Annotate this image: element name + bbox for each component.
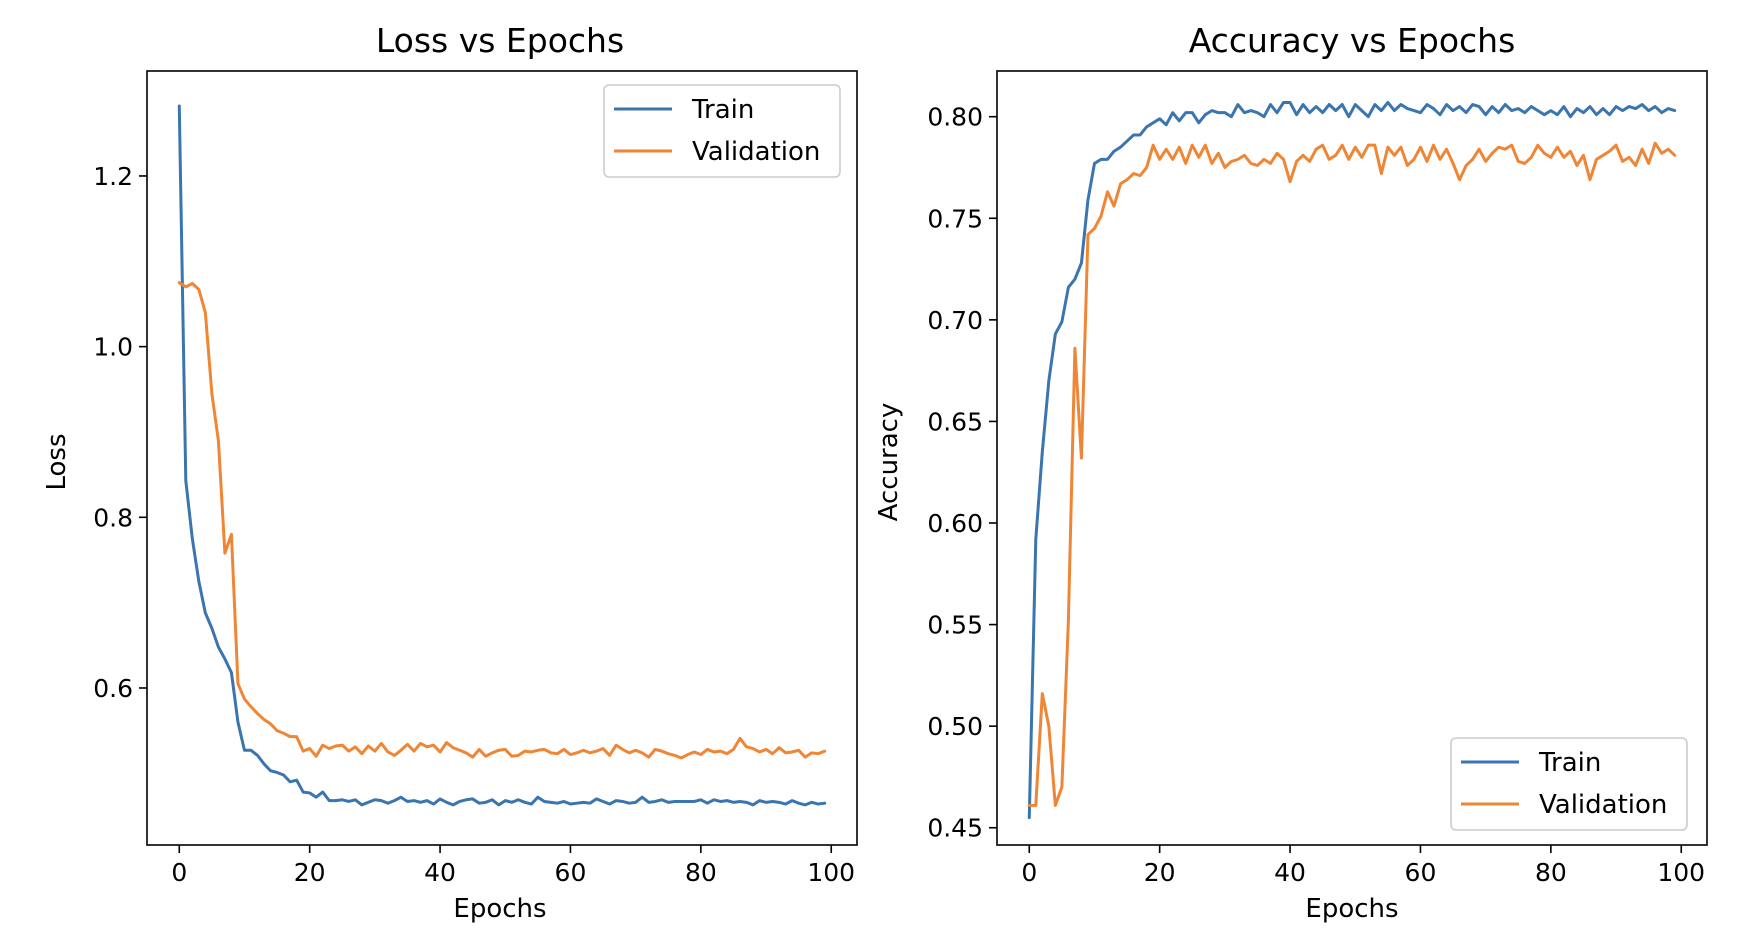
accuracy-xtick-label: 0 <box>1021 858 1037 887</box>
loss-ytick-label: 0.6 <box>93 674 133 703</box>
loss-xtick-label: 80 <box>685 858 717 887</box>
accuracy-chart-ylabel: Accuracy <box>874 403 904 522</box>
loss-chart-title: Loss vs Epochs <box>376 21 624 60</box>
loss-xtick-label: 100 <box>807 858 855 887</box>
accuracy-legend-label-train: Train <box>1538 748 1601 778</box>
loss-chart-ylabel: Loss <box>42 433 72 490</box>
accuracy-xtick-label: 20 <box>1144 858 1176 887</box>
accuracy-ytick-label: 0.75 <box>927 204 983 233</box>
loss-legend-label-train: Train <box>691 95 754 125</box>
loss-xtick-label: 60 <box>555 858 587 887</box>
accuracy-chart: Accuracy vs Epochs Epochs Accuracy 0 20 40… <box>874 21 1708 924</box>
accuracy-plot-frame <box>996 70 1708 846</box>
loss-plot-frame <box>146 70 858 846</box>
loss-xtick-label: 40 <box>424 858 456 887</box>
accuracy-xtick-label: 60 <box>1405 858 1437 887</box>
loss-series-line-train <box>177 104 827 807</box>
accuracy-chart-title: Accuracy vs Epochs <box>1189 21 1516 60</box>
accuracy-ytick-label: 0.45 <box>927 814 983 843</box>
loss-legend-label-validation: Validation <box>692 137 820 167</box>
loss-ytick-label: 1.2 <box>93 162 133 191</box>
accuracy-chart-xlabel: Epochs <box>1305 894 1398 924</box>
loss-chart: Loss vs Epochs Epochs Loss 0 20 40 60 80 100 0… <box>42 21 858 924</box>
accuracy-ytick-label: 0.80 <box>927 103 983 132</box>
accuracy-ytick-label: 0.65 <box>927 407 983 436</box>
loss-series-line-validation <box>177 281 827 760</box>
accuracy-xtick-label: 80 <box>1535 858 1567 887</box>
accuracy-ytick-label: 0.70 <box>927 306 983 335</box>
accuracy-ytick-label: 0.50 <box>927 712 983 741</box>
accuracy-xtick-label: 40 <box>1274 858 1306 887</box>
accuracy-legend-label-validation: Validation <box>1539 790 1667 820</box>
loss-xtick-label: 20 <box>294 858 326 887</box>
accuracy-xtick-label: 100 <box>1657 858 1705 887</box>
loss-ytick-label: 0.8 <box>93 503 133 532</box>
loss-chart-xlabel: Epochs <box>453 894 546 924</box>
accuracy-series-line-validation <box>1027 141 1677 807</box>
accuracy-series-line-train <box>1027 100 1677 820</box>
accuracy-ytick-label: 0.60 <box>927 509 983 538</box>
loss-xtick-label: 0 <box>171 858 187 887</box>
loss-ytick-label: 1.0 <box>93 333 133 362</box>
accuracy-ytick-label: 0.55 <box>927 611 983 640</box>
